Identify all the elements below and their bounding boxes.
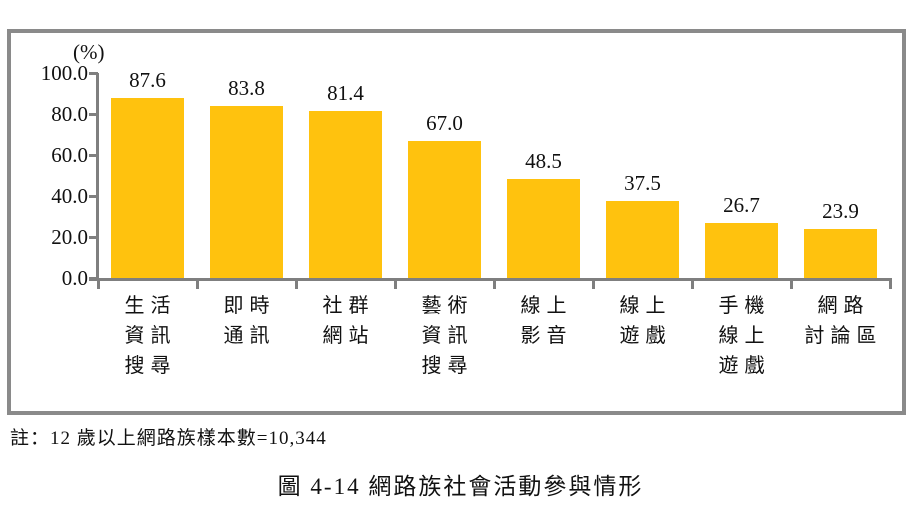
chart-note: 註：12 歲以上網路族樣本數=10,344 [10,428,327,449]
chart-frame [7,29,906,415]
figure-caption: 圖 4-14 網路族社會活動參與情形 [277,474,644,499]
y-axis-unit-label: (%) [73,40,105,64]
